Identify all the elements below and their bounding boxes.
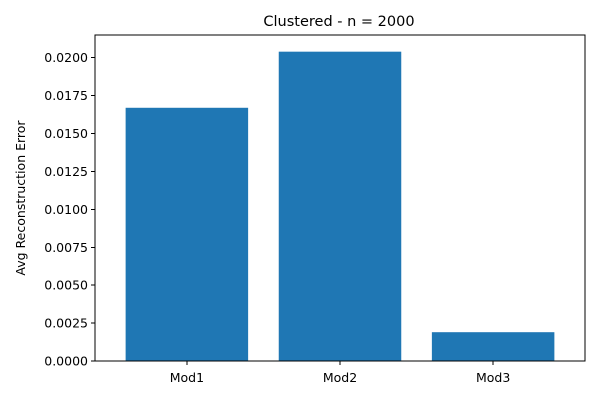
y-tick-label: 0.0075 [44, 240, 88, 255]
y-tick-label: 0.0150 [44, 126, 88, 141]
y-axis-ticks: 0.0000 0.0025 0.0050 0.0075 0.0100 0.0125 0.01… [44, 50, 95, 369]
y-tick-label: 0.0000 [44, 354, 88, 369]
x-tick-label: Mod2 [323, 370, 357, 385]
x-tick-label: Mod1 [170, 370, 204, 385]
bar-mod3 [431, 332, 555, 361]
chart-title: Clustered - n = 2000 [263, 14, 414, 30]
x-tick-label: Mod3 [476, 370, 510, 385]
y-tick-label: 0.0025 [44, 316, 88, 331]
bar-mod1 [125, 107, 249, 361]
y-tick-label: 0.0100 [44, 202, 88, 217]
y-tick-label: 0.0200 [44, 50, 88, 65]
x-axis-ticks: Mod1 Mod2 Mod3 [170, 361, 510, 385]
y-tick-label: 0.0125 [44, 164, 88, 179]
y-tick-label: 0.0175 [44, 88, 88, 103]
bars-group [125, 51, 555, 361]
bar-mod2 [278, 51, 402, 361]
y-axis-label: Avg Reconstruction Error [13, 120, 28, 276]
plot-frame [94, 34, 586, 362]
y-tick-label: 0.0050 [44, 278, 88, 293]
